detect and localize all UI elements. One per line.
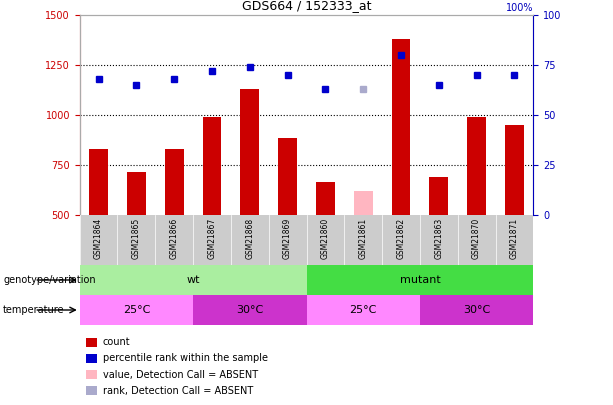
Text: wt: wt bbox=[186, 275, 200, 285]
Title: GDS664 / 152333_at: GDS664 / 152333_at bbox=[242, 0, 371, 13]
Bar bbox=[202, 117, 221, 215]
Text: mutant: mutant bbox=[400, 275, 440, 285]
Bar bbox=[429, 177, 448, 215]
Text: GSM21864: GSM21864 bbox=[94, 217, 103, 259]
Bar bbox=[392, 39, 411, 215]
Text: GSM21868: GSM21868 bbox=[245, 217, 254, 259]
Bar bbox=[127, 172, 146, 215]
Text: GSM21865: GSM21865 bbox=[132, 217, 141, 259]
Bar bbox=[306, 295, 420, 325]
Text: GSM21860: GSM21860 bbox=[321, 217, 330, 259]
Bar bbox=[240, 89, 259, 215]
Text: 25°C: 25°C bbox=[349, 305, 377, 315]
Bar bbox=[89, 149, 108, 215]
Bar bbox=[165, 149, 184, 215]
Bar bbox=[306, 265, 533, 295]
Text: value, Detection Call = ABSENT: value, Detection Call = ABSENT bbox=[103, 370, 258, 379]
Bar bbox=[505, 125, 524, 215]
Bar bbox=[193, 295, 306, 325]
Text: GSM21863: GSM21863 bbox=[434, 217, 443, 259]
Bar bbox=[354, 191, 373, 215]
Text: temperature: temperature bbox=[3, 305, 64, 315]
Text: percentile rank within the sample: percentile rank within the sample bbox=[103, 354, 268, 363]
Bar bbox=[467, 117, 486, 215]
Text: GSM21867: GSM21867 bbox=[207, 217, 216, 259]
Bar bbox=[278, 138, 297, 215]
Bar bbox=[80, 295, 193, 325]
Bar bbox=[80, 265, 306, 295]
Bar bbox=[316, 182, 335, 215]
Bar bbox=[420, 295, 533, 325]
Text: GSM21869: GSM21869 bbox=[283, 217, 292, 259]
Text: GSM21866: GSM21866 bbox=[170, 217, 179, 259]
Text: GSM21862: GSM21862 bbox=[397, 217, 406, 259]
Text: GSM21870: GSM21870 bbox=[472, 217, 481, 259]
Text: GSM21861: GSM21861 bbox=[359, 217, 368, 259]
Text: GSM21871: GSM21871 bbox=[510, 217, 519, 259]
Text: count: count bbox=[103, 337, 131, 347]
Text: rank, Detection Call = ABSENT: rank, Detection Call = ABSENT bbox=[103, 386, 253, 396]
Text: 25°C: 25°C bbox=[123, 305, 150, 315]
Text: 30°C: 30°C bbox=[463, 305, 490, 315]
Text: 100%: 100% bbox=[506, 3, 533, 13]
Text: 30°C: 30°C bbox=[236, 305, 264, 315]
Text: genotype/variation: genotype/variation bbox=[3, 275, 96, 285]
